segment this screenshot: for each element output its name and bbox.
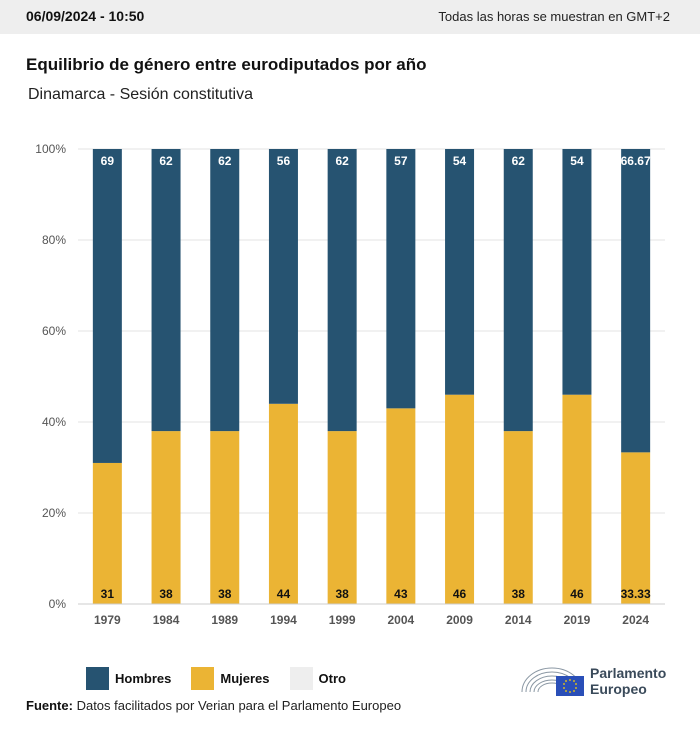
x-tick-label: 1989 bbox=[211, 613, 238, 627]
legend-item-mujeres[interactable]: Mujeres bbox=[191, 667, 270, 690]
y-tick-label: 40% bbox=[42, 415, 66, 429]
data-label-mujeres: 43 bbox=[394, 587, 408, 601]
bar-segment-hombres bbox=[562, 149, 592, 395]
x-tick-label: 2009 bbox=[446, 613, 473, 627]
bar-segment-hombres bbox=[386, 149, 416, 409]
x-tick-label: 2024 bbox=[622, 613, 649, 627]
data-label-hombres: 57 bbox=[394, 154, 408, 168]
data-label-hombres: 66.67 bbox=[621, 154, 651, 168]
timezone-note: Todas las horas se muestran en GMT+2 bbox=[438, 9, 670, 24]
bar-segment-hombres bbox=[92, 149, 122, 463]
data-label-mujeres: 46 bbox=[453, 587, 467, 601]
data-label-hombres: 62 bbox=[512, 154, 526, 168]
hemicycle-eu-flag-icon bbox=[521, 667, 584, 696]
data-label-mujeres: 46 bbox=[570, 587, 584, 601]
legend-item-hombres[interactable]: Hombres bbox=[86, 667, 171, 690]
data-label-hombres: 62 bbox=[159, 154, 173, 168]
legend-swatch-hombres bbox=[86, 667, 109, 690]
data-label-mujeres: 38 bbox=[512, 587, 526, 601]
source-label: Fuente: bbox=[26, 698, 73, 713]
bar-segment-hombres bbox=[621, 149, 651, 453]
bar-segment-mujeres bbox=[445, 394, 475, 604]
legend-label-hombres: Hombres bbox=[115, 671, 172, 686]
data-label-mujeres: 38 bbox=[218, 587, 232, 601]
bar-segment-hombres bbox=[151, 149, 181, 432]
top-bar: 06/09/2024 - 10:50 Todas las horas se mu… bbox=[0, 0, 700, 34]
bar-segment-mujeres bbox=[92, 462, 122, 604]
y-tick-label: 20% bbox=[42, 506, 66, 520]
stacked-bar-chart: 0% 20% 40% 60% 80% 100% 69 31 1979 62 38 1984 62 38 19… bbox=[35, 142, 665, 627]
legend-item-otro[interactable]: Otro bbox=[289, 667, 346, 690]
logo-text: Parlamento Europeo bbox=[590, 665, 666, 697]
data-label-mujeres: 33.33 bbox=[621, 587, 651, 601]
logo-line-2: Europeo bbox=[590, 681, 647, 697]
legend-swatch-mujeres bbox=[191, 667, 215, 690]
legend-swatch-otro bbox=[289, 667, 313, 690]
parliament-logo: Parlamento Europeo bbox=[520, 662, 666, 700]
source-text: Datos facilitados por Verian para el Par… bbox=[76, 698, 402, 713]
bar-segment-mujeres bbox=[503, 431, 533, 604]
bar-segment-mujeres bbox=[386, 408, 416, 604]
bar-segment-hombres bbox=[327, 149, 357, 432]
bar-segment-mujeres bbox=[621, 452, 651, 604]
timestamp: 06/09/2024 - 10:50 bbox=[26, 8, 145, 24]
source-note: Fuente: Datos facilitados por Verian par… bbox=[26, 698, 401, 713]
x-tick-label: 1979 bbox=[94, 613, 121, 627]
data-label-hombres: 56 bbox=[277, 154, 291, 168]
legend-label-mujeres: Mujeres bbox=[220, 671, 270, 686]
data-label-hombres: 69 bbox=[101, 154, 115, 168]
x-tick-label: 2014 bbox=[505, 613, 532, 627]
bar-segment-hombres bbox=[210, 149, 240, 432]
bar-segment-hombres bbox=[503, 149, 533, 432]
bar-segment-hombres bbox=[445, 149, 475, 395]
x-tick-label: 1984 bbox=[153, 613, 180, 627]
bar-segment-mujeres bbox=[151, 431, 181, 604]
x-tick-label: 1999 bbox=[329, 613, 356, 627]
chart-title: Equilibrio de género entre eurodiputados… bbox=[26, 55, 427, 74]
data-label-mujeres: 31 bbox=[101, 587, 115, 601]
bar-segment-hombres bbox=[268, 149, 298, 404]
data-label-mujeres: 38 bbox=[335, 587, 349, 601]
data-label-hombres: 62 bbox=[218, 154, 232, 168]
legend-label-otro: Otro bbox=[318, 671, 346, 686]
x-tick-label: 2004 bbox=[387, 613, 414, 627]
bar-segment-mujeres bbox=[268, 403, 298, 604]
data-label-hombres: 54 bbox=[570, 154, 584, 168]
y-tick-label: 60% bbox=[42, 324, 66, 338]
data-label-hombres: 62 bbox=[335, 154, 349, 168]
y-tick-label: 80% bbox=[42, 233, 66, 247]
y-tick-label: 100% bbox=[35, 142, 66, 156]
legend: Hombres Mujeres Otro bbox=[86, 667, 366, 690]
x-tick-label: 2019 bbox=[564, 613, 591, 627]
logo-line-1: Parlamento bbox=[590, 665, 667, 681]
bar-segment-mujeres bbox=[327, 431, 357, 604]
x-tick-label: 1994 bbox=[270, 613, 297, 627]
data-label-hombres: 54 bbox=[453, 154, 467, 168]
bar-segment-mujeres bbox=[210, 431, 240, 604]
data-label-mujeres: 44 bbox=[277, 587, 291, 601]
bar-segment-mujeres bbox=[562, 394, 592, 604]
chart-subtitle: Dinamarca - Sesión constitutiva bbox=[28, 86, 253, 103]
data-label-mujeres: 38 bbox=[159, 587, 173, 601]
y-tick-label: 0% bbox=[49, 597, 67, 611]
